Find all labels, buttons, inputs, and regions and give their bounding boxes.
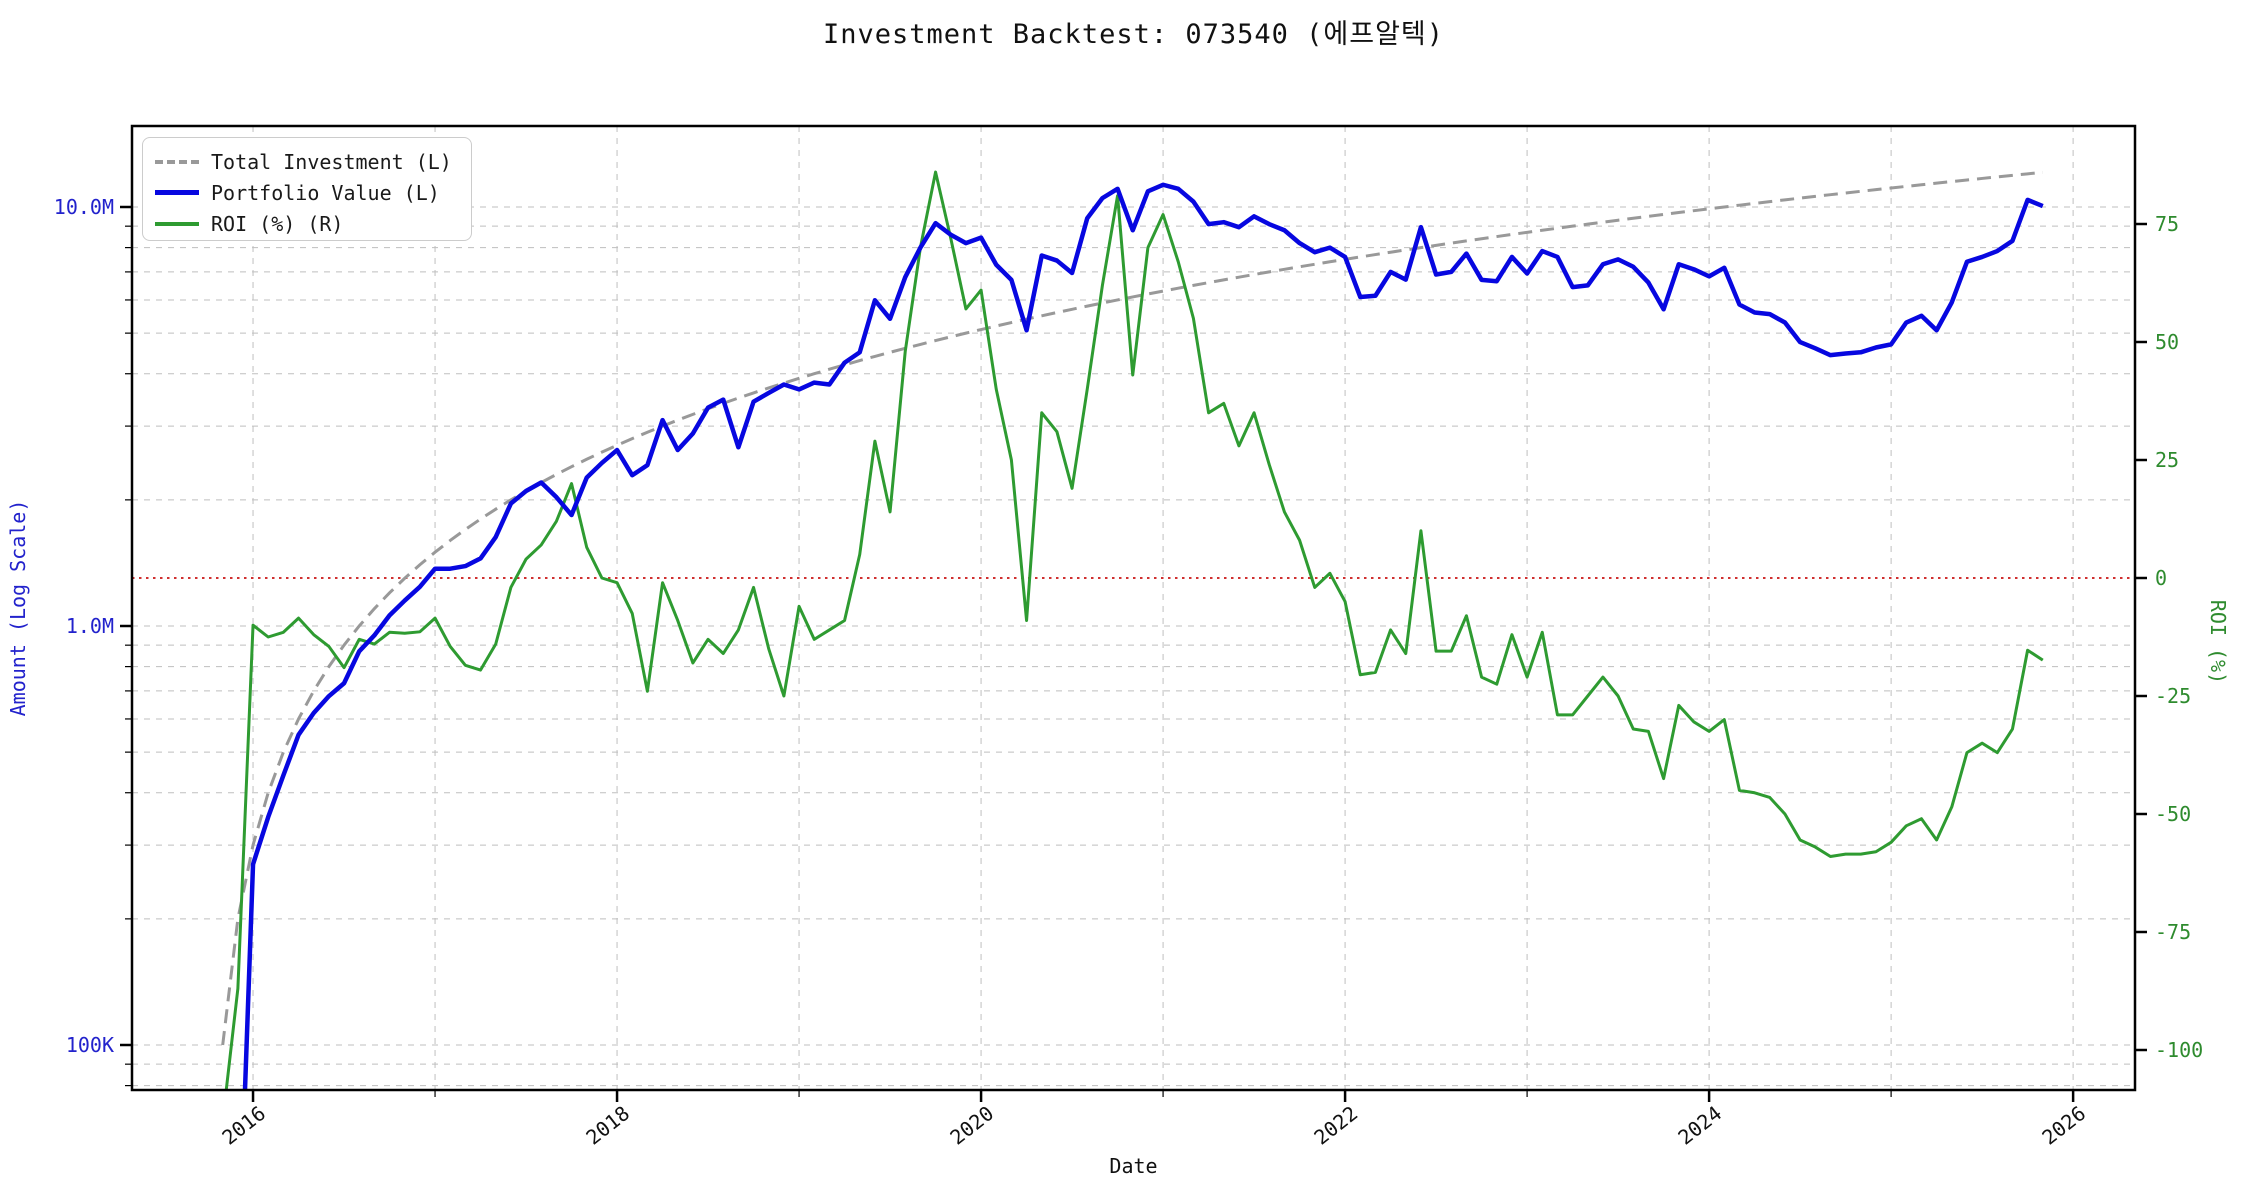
x-axis-label-date: Date	[1109, 1154, 1158, 1178]
total-investment-line	[221, 170, 2043, 1046]
y-axis-label-amount: Amount (Log Scale)	[6, 499, 30, 717]
right-tick-label: -25	[2155, 684, 2191, 708]
plot-frame	[130, 124, 2137, 1092]
roi-line	[224, 170, 2044, 1090]
portfolio-value-line	[242, 182, 2044, 1090]
x-tick-label: 2022	[1309, 1101, 1362, 1150]
legend-item-roi: ROI (%) (R)	[155, 208, 471, 239]
chart-legend: Total Investment (L) Portfolio Value (L)…	[142, 137, 472, 241]
legend-item-portfolio-value: Portfolio Value (L)	[155, 177, 471, 208]
right-tick-label: 0	[2155, 566, 2167, 590]
solid-line-icon	[155, 221, 199, 226]
right-tick-label: 50	[2155, 330, 2179, 354]
solid-line-icon	[155, 190, 199, 195]
right-tick-label: -75	[2155, 920, 2191, 944]
x-tick-label: 2020	[945, 1101, 998, 1150]
legend-item-total-investment: Total Investment (L)	[155, 146, 471, 177]
left-tick-label: 10.0M	[54, 195, 114, 219]
chart-title: Investment Backtest: 073540 (에프알텍)	[822, 19, 1445, 50]
right-tick-label: -50	[2155, 802, 2191, 826]
x-tick-label: 2018	[581, 1101, 634, 1150]
x-tick-label: 2024	[1673, 1101, 1726, 1150]
left-tick-label: 1.0M	[66, 614, 114, 638]
legend-label: Total Investment (L)	[211, 149, 452, 174]
right-tick-label: 25	[2155, 448, 2179, 472]
legend-label: Portfolio Value (L)	[211, 180, 440, 205]
legend-label: ROI (%) (R)	[211, 211, 344, 236]
right-tick-label: -100	[2155, 1038, 2203, 1062]
x-tick-label: 2026	[2037, 1101, 2090, 1150]
x-tick-label: 2016	[217, 1101, 270, 1150]
y-axis-label-roi: ROI (%)	[2206, 599, 2230, 685]
left-tick-label: 100K	[66, 1033, 114, 1057]
right-tick-label: 75	[2155, 212, 2179, 236]
dashed-line-icon	[155, 159, 199, 164]
